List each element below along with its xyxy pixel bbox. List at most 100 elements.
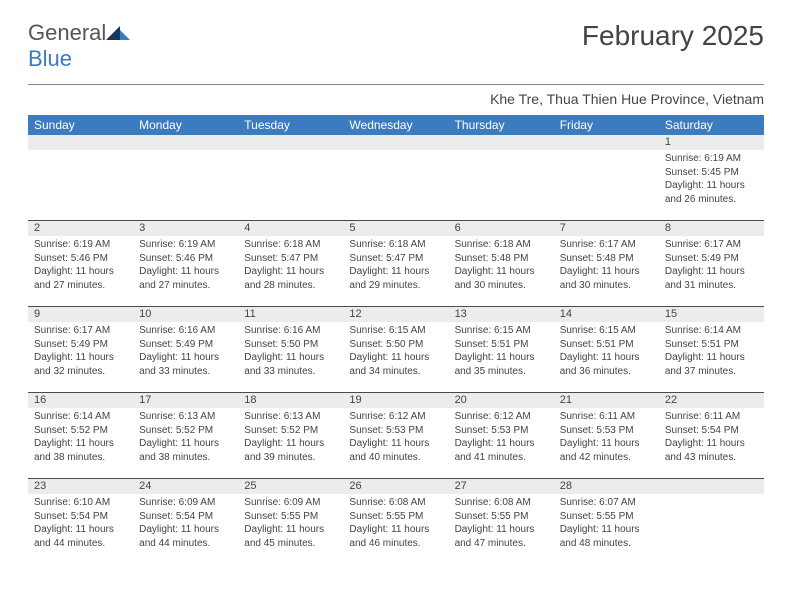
day-detail-line: Sunrise: 6:15 AM (560, 324, 653, 338)
day-cell (28, 150, 133, 220)
day-cell: Sunrise: 6:17 AMSunset: 5:49 PMDaylight:… (659, 236, 764, 306)
day-cell: Sunrise: 6:08 AMSunset: 5:55 PMDaylight:… (343, 494, 448, 564)
day-detail-line: Daylight: 11 hours and 43 minutes. (665, 437, 758, 464)
logo-text-1: General (28, 20, 106, 45)
day-cell: Sunrise: 6:08 AMSunset: 5:55 PMDaylight:… (449, 494, 554, 564)
month-title: February 2025 (582, 20, 764, 52)
day-number (238, 135, 343, 150)
day-detail-line: Sunrise: 6:19 AM (34, 238, 127, 252)
day-detail-line: Daylight: 11 hours and 27 minutes. (34, 265, 127, 292)
week-row: Sunrise: 6:17 AMSunset: 5:49 PMDaylight:… (28, 322, 764, 392)
day-cell: Sunrise: 6:09 AMSunset: 5:55 PMDaylight:… (238, 494, 343, 564)
day-header-thu: Thursday (449, 115, 554, 135)
day-number: 11 (238, 307, 343, 322)
day-number: 12 (343, 307, 448, 322)
daynum-row: 2345678 (28, 220, 764, 236)
day-detail-line: Daylight: 11 hours and 42 minutes. (560, 437, 653, 464)
day-cell: Sunrise: 6:11 AMSunset: 5:54 PMDaylight:… (659, 408, 764, 478)
logo-text-2: Blue (28, 46, 72, 71)
day-detail-line: Sunrise: 6:13 AM (139, 410, 232, 424)
day-detail-line: Sunset: 5:46 PM (139, 252, 232, 266)
day-detail-line: Sunset: 5:51 PM (560, 338, 653, 352)
weeks-container: 1 Sunrise: 6:19 AM Sunset: 5:45 PM Daylight… (28, 135, 764, 564)
day-detail-line: Daylight: 11 hours and 47 minutes. (455, 523, 548, 550)
logo-text: GeneralBlue (28, 20, 130, 72)
day-number: 2 (28, 221, 133, 236)
day-detail-line: Sunset: 5:48 PM (560, 252, 653, 266)
day-detail-line: Sunrise: 6:14 AM (665, 324, 758, 338)
day-number: 25 (238, 479, 343, 494)
day-detail-line: Daylight: 11 hours and 39 minutes. (244, 437, 337, 464)
day-number: 9 (28, 307, 133, 322)
day-detail-line: Daylight: 11 hours and 32 minutes. (34, 351, 127, 378)
day-detail-line: Daylight: 11 hours and 30 minutes. (455, 265, 548, 292)
day-cell (343, 150, 448, 220)
day-cell: Sunrise: 6:14 AMSunset: 5:51 PMDaylight:… (659, 322, 764, 392)
day-detail-line: Sunset: 5:55 PM (349, 510, 442, 524)
day-cell: Sunrise: 6:19 AMSunset: 5:46 PMDaylight:… (28, 236, 133, 306)
day-cell: Sunrise: 6:12 AMSunset: 5:53 PMDaylight:… (343, 408, 448, 478)
day-detail-line: Daylight: 11 hours and 27 minutes. (139, 265, 232, 292)
day-detail-line: Daylight: 11 hours and 48 minutes. (560, 523, 653, 550)
day-detail-line: Sunrise: 6:10 AM (34, 496, 127, 510)
week-row: Sunrise: 6:14 AMSunset: 5:52 PMDaylight:… (28, 408, 764, 478)
day-number: 21 (554, 393, 659, 408)
day-detail-line: Sunset: 5:45 PM (665, 166, 758, 180)
day-detail-line: Sunset: 5:50 PM (349, 338, 442, 352)
day-detail-line: Daylight: 11 hours and 40 minutes. (349, 437, 442, 464)
day-cell (554, 150, 659, 220)
day-cell: Sunrise: 6:18 AMSunset: 5:48 PMDaylight:… (449, 236, 554, 306)
day-number: 23 (28, 479, 133, 494)
day-cell: Sunrise: 6:07 AMSunset: 5:55 PMDaylight:… (554, 494, 659, 564)
day-detail-line: Daylight: 11 hours and 38 minutes. (34, 437, 127, 464)
day-detail-line: Sunrise: 6:12 AM (349, 410, 442, 424)
day-number: 1 (659, 135, 764, 150)
day-detail-line: Sunrise: 6:08 AM (349, 496, 442, 510)
day-detail-line: Sunset: 5:51 PM (665, 338, 758, 352)
day-detail-line: Daylight: 11 hours and 30 minutes. (560, 265, 653, 292)
week-row: Sunrise: 6:10 AMSunset: 5:54 PMDaylight:… (28, 494, 764, 564)
day-detail-line: Daylight: 11 hours and 29 minutes. (349, 265, 442, 292)
day-number (28, 135, 133, 150)
day-cell: Sunrise: 6:13 AMSunset: 5:52 PMDaylight:… (238, 408, 343, 478)
day-detail-line: Sunset: 5:54 PM (34, 510, 127, 524)
day-header-fri: Friday (554, 115, 659, 135)
day-number: 17 (133, 393, 238, 408)
day-cell (449, 150, 554, 220)
day-detail-line: Sunrise: 6:16 AM (139, 324, 232, 338)
day-detail-line: Sunset: 5:46 PM (34, 252, 127, 266)
day-header-row: Sunday Monday Tuesday Wednesday Thursday… (28, 115, 764, 135)
day-detail-line: Daylight: 11 hours and 38 minutes. (139, 437, 232, 464)
day-detail-line: Sunrise: 6:15 AM (455, 324, 548, 338)
day-detail-line: Sunrise: 6:07 AM (560, 496, 653, 510)
day-detail-line: Daylight: 11 hours and 28 minutes. (244, 265, 337, 292)
day-detail-line: Sunrise: 6:11 AM (665, 410, 758, 424)
day-cell: Sunrise: 6:16 AMSunset: 5:50 PMDaylight:… (238, 322, 343, 392)
day-header-wed: Wednesday (343, 115, 448, 135)
day-cell: Sunrise: 6:19 AMSunset: 5:46 PMDaylight:… (133, 236, 238, 306)
day-detail-line: Sunrise: 6:17 AM (665, 238, 758, 252)
day-detail-line: Sunrise: 6:18 AM (244, 238, 337, 252)
day-detail-line: Sunset: 5:51 PM (455, 338, 548, 352)
day-number: 18 (238, 393, 343, 408)
day-detail-line: Sunrise: 6:14 AM (34, 410, 127, 424)
day-cell: Sunrise: 6:17 AMSunset: 5:49 PMDaylight:… (28, 322, 133, 392)
day-detail-line: Daylight: 11 hours and 46 minutes. (349, 523, 442, 550)
day-number: 16 (28, 393, 133, 408)
day-number: 20 (449, 393, 554, 408)
day-number: 7 (554, 221, 659, 236)
day-detail-line: Daylight: 11 hours and 44 minutes. (34, 523, 127, 550)
day-detail-line: Sunrise: 6:12 AM (455, 410, 548, 424)
day-detail-line: Sunset: 5:55 PM (244, 510, 337, 524)
day-cell (659, 494, 764, 564)
location-text: Khe Tre, Thua Thien Hue Province, Vietna… (28, 91, 764, 107)
day-number: 14 (554, 307, 659, 322)
logo-triangle-icon (106, 20, 130, 46)
day-cell: Sunrise: 6:15 AMSunset: 5:51 PMDaylight:… (449, 322, 554, 392)
day-number: 13 (449, 307, 554, 322)
day-detail-line: Sunset: 5:48 PM (455, 252, 548, 266)
day-detail-line: Sunset: 5:54 PM (665, 424, 758, 438)
day-detail-line: Sunrise: 6:11 AM (560, 410, 653, 424)
day-number (554, 135, 659, 150)
day-detail-line: Daylight: 11 hours and 44 minutes. (139, 523, 232, 550)
